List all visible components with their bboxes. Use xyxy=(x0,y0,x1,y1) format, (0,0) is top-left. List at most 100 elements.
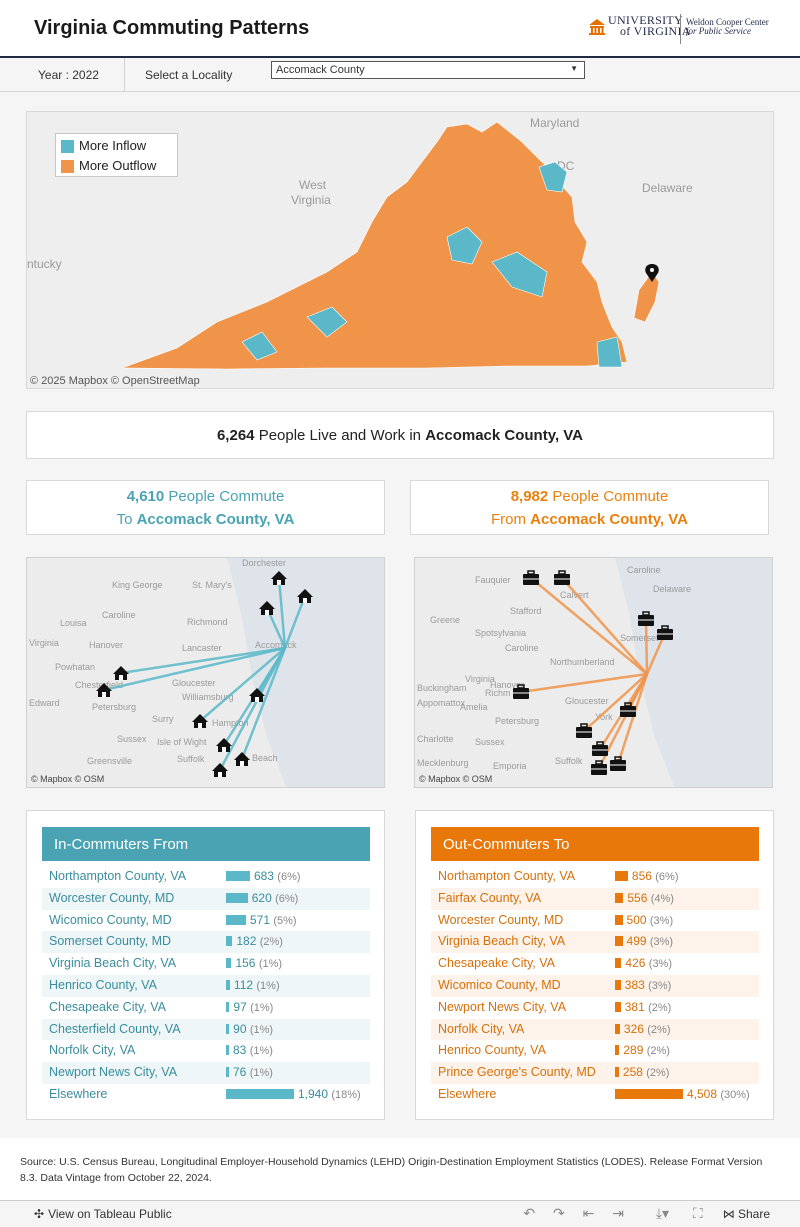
table-row[interactable]: Henrico County, VA 289 (2%) xyxy=(431,1040,759,1062)
row-bar xyxy=(615,979,621,990)
in-commute-flow-map[interactable]: Dorchester King George St. Mary's Caroline R… xyxy=(26,557,385,788)
table-row[interactable]: Northampton County, VA 856 (6%) xyxy=(431,866,759,888)
virginia-map[interactable]: Maryland Delaware West Virginia ntucky D… xyxy=(26,111,774,389)
briefcase-icon[interactable] xyxy=(592,741,608,756)
row-value: 571 (5%) xyxy=(250,912,297,927)
flow-map-label: Suffolk xyxy=(177,754,205,764)
house-icon[interactable] xyxy=(96,683,112,697)
row-name: Northampton County, VA xyxy=(49,869,187,883)
share-button[interactable]: ⋈ Share xyxy=(722,1207,770,1221)
briefcase-icon[interactable] xyxy=(576,723,592,738)
table-row[interactable]: Chesapeake City, VA 97 (1%) xyxy=(42,997,370,1019)
table-row[interactable]: Elsewhere 1,940 (18%) xyxy=(42,1084,370,1106)
out-commute-flow-map[interactable]: Caroline Fauquier Calvert Delaware Stafford G… xyxy=(414,557,773,788)
row-name: Chesapeake City, VA xyxy=(438,956,555,971)
redo-icon[interactable]: ↷ xyxy=(552,1205,565,1221)
revert-icon[interactable]: ⇤ xyxy=(582,1205,595,1221)
row-value: 258 (2%) xyxy=(622,1065,670,1080)
view-on-tableau-link[interactable]: ✣ View on Tableau Public xyxy=(34,1207,172,1221)
table-row[interactable]: Norfolk City, VA 83 (1%) xyxy=(42,1040,370,1062)
row-name: Worcester County, MD xyxy=(49,890,175,905)
table-row[interactable]: Chesapeake City, VA 426 (3%) xyxy=(431,953,759,975)
out-map-attribution[interactable]: © Mapbox © OSM xyxy=(419,774,493,784)
table-row[interactable]: Elsewhere 4,508 (30%) xyxy=(431,1084,759,1106)
house-icon[interactable] xyxy=(113,666,129,680)
table-row[interactable]: Worcester County, MD 500 (3%) xyxy=(431,910,759,932)
flow-map-label: Powhatan xyxy=(55,662,95,672)
row-value: 97 (1%) xyxy=(233,999,274,1014)
download-icon[interactable]: ⤓▾ xyxy=(655,1205,670,1221)
house-icon[interactable] xyxy=(297,589,313,603)
briefcase-icon[interactable] xyxy=(620,702,636,717)
row-name: Virginia Beach City, VA xyxy=(438,934,566,949)
share-icon: ⋈ xyxy=(722,1207,735,1221)
flow-map-label: Fauquier xyxy=(475,575,511,585)
table-row[interactable]: Newport News City, VA 76 (1%) xyxy=(42,1062,370,1084)
table-row[interactable]: Somerset County, MD 182 (2%) xyxy=(42,931,370,954)
flow-map-label: Somerset xyxy=(620,633,659,643)
flow-map-label: Petersburg xyxy=(495,716,539,726)
house-icon[interactable] xyxy=(212,763,228,777)
row-name: Prince George's County, MD xyxy=(438,1065,596,1080)
table-row[interactable]: Wicomico County, MD 571 (5%) xyxy=(42,910,370,932)
flow-map-label: Caroline xyxy=(627,565,661,575)
row-bar xyxy=(615,892,624,903)
row-name: Henrico County, VA xyxy=(49,977,157,992)
flow-map-label: Hanover xyxy=(89,640,123,650)
in-commute-place: Accomack County, VA xyxy=(136,511,295,528)
briefcase-icon[interactable] xyxy=(554,570,570,585)
virginia-outflow-region[interactable] xyxy=(121,121,628,370)
flow-map-label: Suffolk xyxy=(555,756,583,766)
table-row[interactable]: Fairfax County, VA 556 (4%) xyxy=(431,887,759,910)
fullscreen-icon[interactable]: ⛶ xyxy=(692,1205,703,1221)
in-map-attribution[interactable]: © Mapbox © OSM xyxy=(31,774,105,784)
table-row[interactable]: Henrico County, VA 112 (1%) xyxy=(42,974,370,997)
eastern-shore-region[interactable] xyxy=(633,271,660,323)
briefcase-icon[interactable] xyxy=(591,760,607,775)
flow-map-label: Sussex xyxy=(475,737,505,747)
tableau-icon: ✣ xyxy=(34,1207,45,1221)
table-row[interactable]: Virginia Beach City, VA 156 (1%) xyxy=(42,953,370,975)
map-attribution[interactable]: © 2025 Mapbox © OpenStreetMap xyxy=(30,375,200,387)
briefcase-icon[interactable] xyxy=(513,684,529,699)
flow-map-label: Mecklenburg xyxy=(417,758,469,768)
locality-dropdown[interactable]: Accomack County ▼ xyxy=(271,61,585,79)
flow-map-label: Edward xyxy=(29,698,60,708)
row-value: 112 (1%) xyxy=(233,977,280,992)
house-icon[interactable] xyxy=(259,601,275,615)
briefcase-icon[interactable] xyxy=(523,570,539,585)
flow-map-label: Richmond xyxy=(187,617,228,627)
briefcase-icon[interactable] xyxy=(657,625,673,640)
row-name: Virginia Beach City, VA xyxy=(49,956,177,971)
briefcase-icon[interactable] xyxy=(610,756,626,771)
table-row[interactable]: Prince George's County, MD 258 (2%) xyxy=(431,1062,759,1084)
house-icon[interactable] xyxy=(271,571,287,585)
table-row[interactable]: Worcester County, MD 620 (6%) xyxy=(42,887,370,910)
flow-map-label: Sussex xyxy=(117,734,147,744)
table-row[interactable]: Chesterfield County, VA 90 (1%) xyxy=(42,1018,370,1041)
table-row[interactable]: Northampton County, VA 683 (6%) xyxy=(42,866,370,888)
live-work-text: People Live and Work in xyxy=(258,427,422,444)
house-icon[interactable] xyxy=(249,688,265,702)
flow-map-label: Petersburg xyxy=(92,702,136,712)
page-title: Virginia Commuting Patterns xyxy=(34,17,310,39)
undo-icon[interactable]: ↶ xyxy=(523,1205,536,1221)
house-icon[interactable] xyxy=(192,714,208,728)
table-row[interactable]: Newport News City, VA 381 (2%) xyxy=(431,997,759,1019)
row-name: Elsewhere xyxy=(438,1086,497,1101)
table-row[interactable]: Wicomico County, MD 383 (3%) xyxy=(431,974,759,997)
table-row[interactable]: Virginia Beach City, VA 499 (3%) xyxy=(431,931,759,954)
row-value: 620 (6%) xyxy=(251,890,299,905)
row-value: 156 (1%) xyxy=(235,956,283,971)
row-bar xyxy=(615,1001,621,1012)
row-name: Somerset County, MD xyxy=(49,934,172,949)
briefcase-icon[interactable] xyxy=(638,611,654,626)
live-work-count: 6,264 xyxy=(216,427,255,444)
inflow-regions[interactable] xyxy=(241,161,623,368)
table-row[interactable]: Norfolk City, VA 326 (2%) xyxy=(431,1018,759,1041)
house-icon[interactable] xyxy=(216,738,232,752)
house-icon[interactable] xyxy=(234,752,250,766)
row-name: Elsewhere xyxy=(49,1086,108,1101)
pause-icon[interactable]: ⇥ xyxy=(612,1205,624,1221)
row-name: Wicomico County, MD xyxy=(49,912,172,927)
